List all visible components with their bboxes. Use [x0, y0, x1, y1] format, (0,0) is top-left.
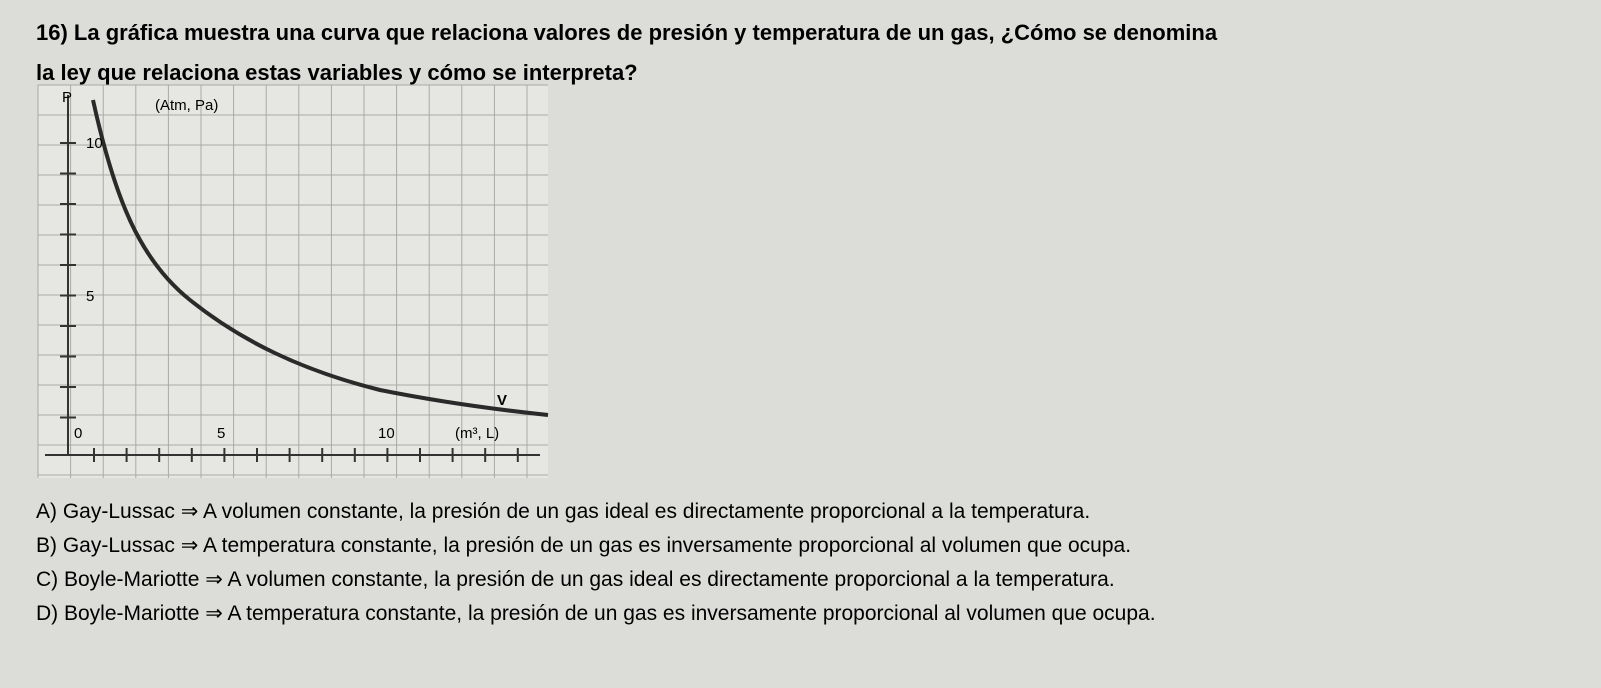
option: C) Boyle-Mariotte ⇒ A volumen constante,…	[36, 568, 1115, 591]
option: B) Gay-Lussac ⇒ A temperatura constante,…	[36, 534, 1131, 557]
option: A) Gay-Lussac ⇒ A volumen constante, la …	[36, 500, 1090, 523]
y-axis-label: P	[62, 89, 72, 106]
x-axis-label: V	[497, 392, 507, 409]
y-axis-units: (Atm, Pa)	[155, 97, 218, 114]
option: D) Boyle-Mariotte ⇒ A temperatura consta…	[36, 602, 1156, 625]
y-tick-label: 10	[86, 135, 103, 152]
y-tick-label: 5	[86, 288, 94, 305]
curve	[91, 99, 549, 417]
grid	[37, 84, 548, 478]
x-axis-units: (m³, L)	[455, 425, 499, 442]
graph-background	[38, 85, 548, 478]
x-tick-label: 10	[378, 425, 395, 442]
question-line: la ley que relaciona estas variables y c…	[36, 60, 638, 85]
x-tick-label: 5	[217, 425, 225, 442]
question-line: 16) La gráfica muestra una curva que rel…	[36, 20, 1218, 45]
origin-label: 0	[74, 425, 82, 442]
